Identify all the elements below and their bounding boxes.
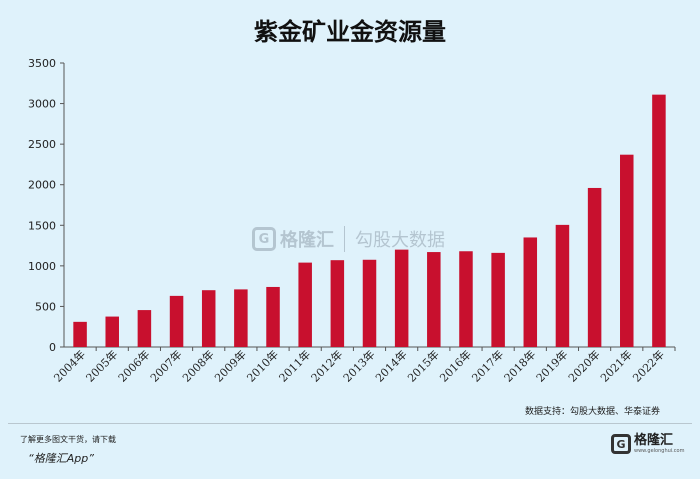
bar <box>652 94 666 347</box>
x-tick-label: 2010年 <box>244 347 281 384</box>
x-tick-label: 2006年 <box>115 347 152 384</box>
bar <box>298 262 312 347</box>
x-tick-label: 2015年 <box>404 347 441 384</box>
brand-name: 格隆汇 <box>634 433 674 448</box>
y-tick-label: 3000 <box>28 98 56 111</box>
x-tick-label: 2005年 <box>83 347 120 384</box>
brand-site: www.gelonghui.com <box>634 448 685 454</box>
x-tick-label: 2014年 <box>372 347 409 384</box>
x-tick-label: 2019年 <box>533 347 570 384</box>
x-tick-label: 2008年 <box>179 347 216 384</box>
bar <box>137 310 152 347</box>
x-tick-label: 2018年 <box>501 347 538 384</box>
bar <box>459 251 473 347</box>
y-tick-label: 3500 <box>28 57 56 70</box>
bar-chart: 05001000150020002500300035002004年2005年20… <box>28 57 676 385</box>
bar <box>73 321 87 347</box>
promo-app-name: “格隆汇App” <box>28 452 94 465</box>
footer-brand: G 格隆汇 www.gelonghui.com <box>611 434 684 454</box>
brand-logo-icon: G <box>611 434 631 454</box>
x-tick-label: 2021年 <box>597 347 634 384</box>
bar <box>169 295 184 347</box>
bar <box>105 316 119 347</box>
bar <box>266 286 280 347</box>
bar <box>330 260 345 347</box>
footer-divider <box>8 423 692 424</box>
bar <box>523 237 538 347</box>
y-tick-label: 0 <box>49 341 56 354</box>
x-tick-label: 2007年 <box>147 347 184 384</box>
y-tick-label: 1000 <box>28 260 56 273</box>
source-note: 数据支持：勾股大数据、华泰证券 <box>524 407 660 417</box>
bar <box>555 224 570 347</box>
bar <box>394 249 409 347</box>
x-tick-label: 2022年 <box>630 347 667 384</box>
x-tick-label: 2012年 <box>308 347 345 384</box>
y-tick-label: 500 <box>35 300 56 313</box>
y-tick-label: 2500 <box>28 138 56 151</box>
x-tick-label: 2011年 <box>276 347 313 384</box>
bar <box>362 259 377 347</box>
bar <box>587 187 602 347</box>
bar <box>427 252 441 347</box>
bar <box>491 252 505 347</box>
bar <box>620 154 634 347</box>
chart-title: 紫金矿业金资源量 <box>254 18 446 46</box>
bar <box>234 289 248 347</box>
x-tick-label: 2020年 <box>565 347 602 384</box>
x-tick-label: 2009年 <box>212 347 249 384</box>
promo-text: 了解更多图文干货，请下载 <box>20 435 116 444</box>
x-tick-label: 2016年 <box>437 347 474 384</box>
bar <box>201 290 216 347</box>
x-tick-label: 2017年 <box>469 347 506 384</box>
y-tick-label: 2000 <box>28 179 56 192</box>
y-tick-label: 1500 <box>28 219 56 232</box>
x-tick-label: 2004年 <box>51 347 88 384</box>
x-tick-label: 2013年 <box>340 347 377 384</box>
